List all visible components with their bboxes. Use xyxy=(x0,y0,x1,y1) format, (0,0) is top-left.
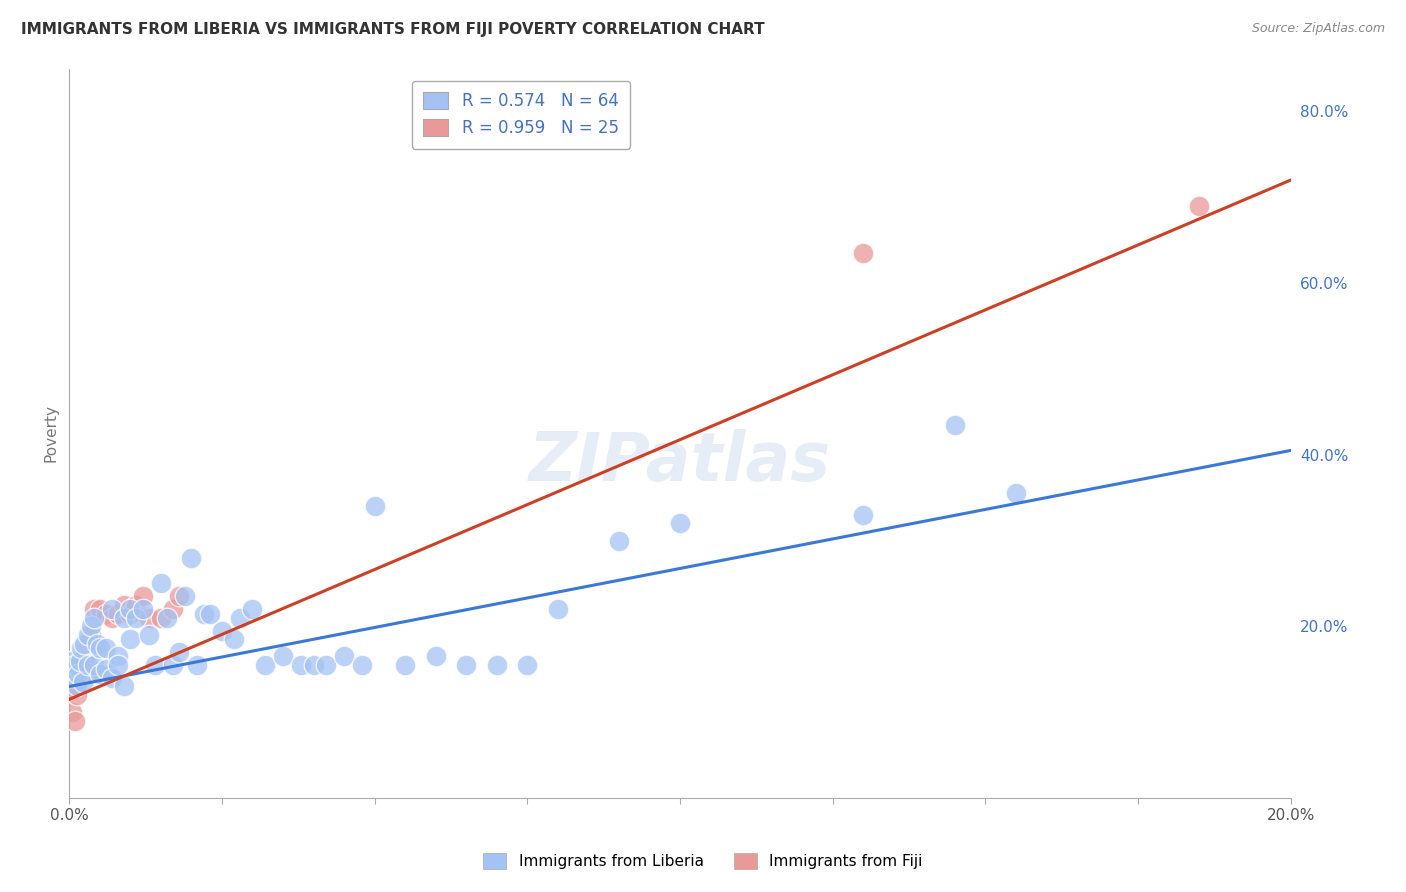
Point xyxy=(138,611,160,625)
Point xyxy=(112,611,135,625)
Point xyxy=(138,628,160,642)
Point xyxy=(89,602,111,616)
Y-axis label: Poverty: Poverty xyxy=(44,404,58,462)
Point xyxy=(242,602,264,616)
Point xyxy=(59,658,82,673)
Point xyxy=(63,671,86,685)
Point xyxy=(76,658,98,673)
Point xyxy=(101,611,124,625)
Point xyxy=(156,611,179,625)
Point xyxy=(193,607,215,621)
Point xyxy=(83,658,105,673)
Point xyxy=(67,666,90,681)
Point xyxy=(1188,199,1211,213)
Point xyxy=(852,246,875,260)
Point xyxy=(70,658,93,673)
Point xyxy=(180,550,202,565)
Point xyxy=(94,640,117,655)
Point xyxy=(229,611,252,625)
Point xyxy=(69,654,91,668)
Point xyxy=(224,632,246,647)
Point xyxy=(65,658,87,673)
Point xyxy=(65,688,87,702)
Point xyxy=(253,658,276,673)
Point xyxy=(271,649,294,664)
Point xyxy=(167,590,190,604)
Point xyxy=(302,658,325,673)
Point xyxy=(107,649,129,664)
Point xyxy=(669,516,692,531)
Point xyxy=(101,671,124,685)
Point xyxy=(363,500,385,514)
Point xyxy=(211,624,233,638)
Point xyxy=(315,658,337,673)
Text: ZIPatlas: ZIPatlas xyxy=(529,429,831,495)
Point xyxy=(94,662,117,676)
Point xyxy=(89,640,111,655)
Point xyxy=(131,602,153,616)
Point xyxy=(76,628,98,642)
Point xyxy=(72,675,94,690)
Point xyxy=(120,632,142,647)
Point xyxy=(394,658,416,673)
Legend: R = 0.574   N = 64, R = 0.959   N = 25: R = 0.574 N = 64, R = 0.959 N = 25 xyxy=(412,80,630,148)
Point xyxy=(79,628,101,642)
Point xyxy=(143,658,166,673)
Point xyxy=(70,640,93,655)
Point xyxy=(65,680,87,694)
Point xyxy=(112,598,135,612)
Point xyxy=(852,508,875,522)
Point xyxy=(120,602,142,616)
Point xyxy=(60,705,83,719)
Point xyxy=(131,590,153,604)
Point xyxy=(149,611,172,625)
Point xyxy=(425,649,447,664)
Point xyxy=(89,666,111,681)
Point xyxy=(73,654,96,668)
Text: IMMIGRANTS FROM LIBERIA VS IMMIGRANTS FROM FIJI POVERTY CORRELATION CHART: IMMIGRANTS FROM LIBERIA VS IMMIGRANTS FR… xyxy=(21,22,765,37)
Point xyxy=(107,658,129,673)
Point xyxy=(107,607,129,621)
Point xyxy=(607,533,630,548)
Point xyxy=(352,658,374,673)
Point xyxy=(149,576,172,591)
Point xyxy=(60,654,83,668)
Point xyxy=(174,590,197,604)
Point xyxy=(186,658,208,673)
Point xyxy=(547,602,569,616)
Point xyxy=(943,417,966,432)
Point xyxy=(333,649,356,664)
Point xyxy=(167,645,190,659)
Point xyxy=(125,598,148,612)
Point xyxy=(456,658,478,673)
Point xyxy=(63,666,86,681)
Point xyxy=(65,714,87,728)
Point xyxy=(67,666,90,681)
Point xyxy=(112,680,135,694)
Text: Source: ZipAtlas.com: Source: ZipAtlas.com xyxy=(1251,22,1385,36)
Point xyxy=(83,611,105,625)
Point xyxy=(94,607,117,621)
Point xyxy=(162,658,184,673)
Point xyxy=(516,658,538,673)
Point xyxy=(1004,486,1026,500)
Point xyxy=(125,611,148,625)
Point xyxy=(76,666,98,681)
Point xyxy=(485,658,508,673)
Point xyxy=(162,602,184,616)
Point xyxy=(120,607,142,621)
Point xyxy=(86,636,108,650)
Point xyxy=(198,607,221,621)
Point xyxy=(79,619,101,633)
Point xyxy=(83,602,105,616)
Point xyxy=(59,680,82,694)
Legend: Immigrants from Liberia, Immigrants from Fiji: Immigrants from Liberia, Immigrants from… xyxy=(477,847,929,875)
Point xyxy=(73,636,96,650)
Point xyxy=(290,658,312,673)
Point xyxy=(101,602,124,616)
